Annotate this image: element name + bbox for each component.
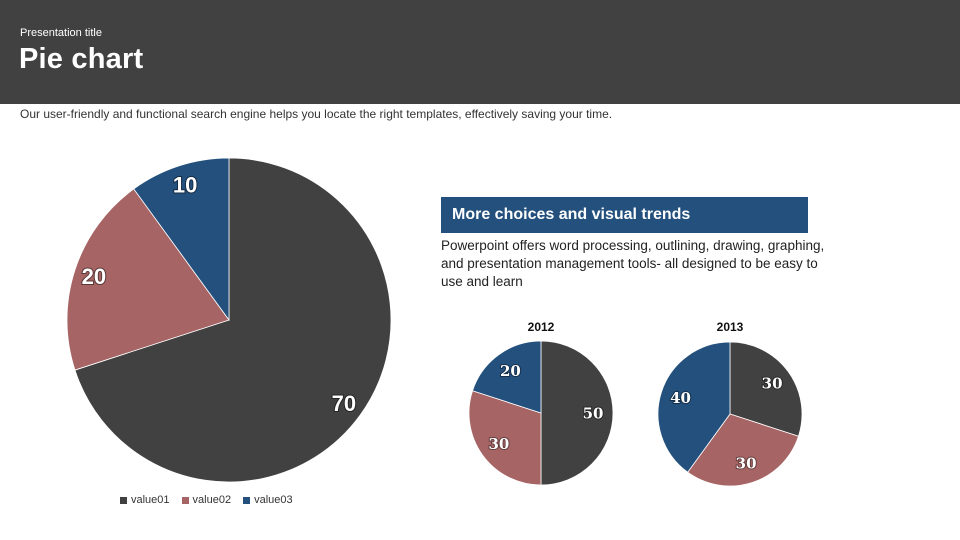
pie-chart-2012: 50 30 20 2012	[468, 320, 614, 486]
pie-slice-value03	[472, 340, 542, 414]
legend-swatch-value01	[120, 496, 127, 504]
legend-item-value02: value02	[181, 494, 232, 506]
legend-swatch-value02	[181, 496, 189, 504]
callout-heading: More choices and visual trends	[441, 197, 808, 233]
pie-slice-value03	[133, 157, 230, 322]
pie-label-value01: 30	[762, 375, 783, 393]
legend-item-value03: value03	[243, 494, 293, 506]
pie-chart-2013: 30 30 40 2013	[657, 320, 803, 487]
pie-slice-value01	[729, 341, 803, 437]
legend-label-value03: value03	[254, 494, 293, 506]
pie-slice-value02	[66, 188, 230, 371]
pie-slice-value01	[74, 157, 392, 483]
header-bar: Presentation title Pie chart	[0, 0, 960, 104]
presentation-title: Presentation title	[20, 27, 102, 39]
legend-label-value02: value02	[192, 494, 232, 506]
callout-body: Powerpoint offers word processing, outli…	[441, 238, 825, 289]
pie-slice-value02	[468, 390, 542, 486]
legend-swatch-value03	[243, 496, 251, 504]
pie-label-value03: 10	[173, 173, 197, 198]
legend-item-value01: value01	[120, 494, 170, 506]
pie-label-value01: 50	[583, 404, 604, 422]
pie-title-2012: 2012	[528, 320, 555, 334]
pie-slice-value01	[540, 340, 614, 486]
main-pie-chart: 70 20 10	[66, 157, 392, 483]
legend-label-value01: value01	[131, 494, 170, 506]
pie-slice-value02	[687, 413, 799, 487]
pie-label-value03: 20	[500, 362, 521, 380]
page-subtitle: Our user-friendly and functional search …	[20, 107, 613, 121]
pie-slice-value03	[657, 341, 731, 473]
page-title: Pie chart	[19, 43, 144, 75]
pie-label-value02: 30	[736, 455, 757, 473]
legend: value01 value02 value03	[120, 494, 293, 506]
pie-title-2013: 2013	[717, 320, 744, 334]
pie-label-value01: 70	[332, 391, 356, 416]
pie-label-value02: 30	[488, 435, 509, 453]
pie-label-value03: 40	[670, 389, 691, 407]
pie-label-value02: 20	[82, 264, 106, 289]
